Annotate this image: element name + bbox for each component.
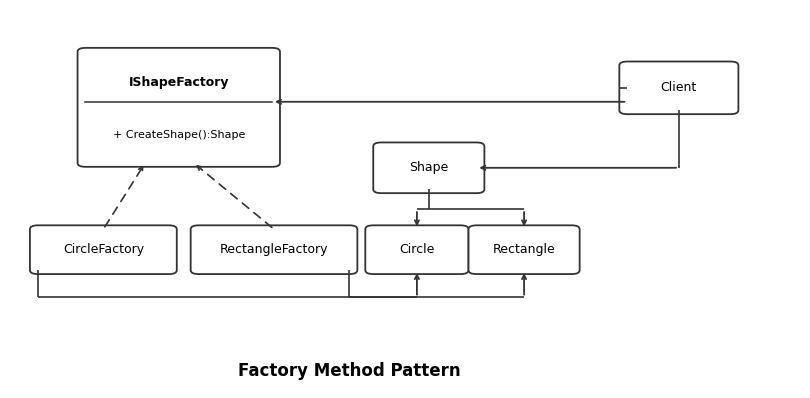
- FancyBboxPatch shape: [78, 48, 280, 167]
- Text: Shape: Shape: [409, 161, 449, 174]
- FancyBboxPatch shape: [30, 225, 177, 274]
- Text: Factory Method Pattern: Factory Method Pattern: [238, 362, 461, 380]
- Text: Rectangle: Rectangle: [492, 243, 556, 256]
- Text: CircleFactory: CircleFactory: [63, 243, 144, 256]
- Text: RectangleFactory: RectangleFactory: [220, 243, 328, 256]
- Text: IShapeFactory: IShapeFactory: [129, 76, 229, 90]
- Text: Circle: Circle: [399, 243, 435, 256]
- Text: + CreateShape():Shape: + CreateShape():Shape: [113, 130, 245, 140]
- FancyBboxPatch shape: [468, 225, 580, 274]
- Text: Client: Client: [661, 81, 697, 94]
- FancyBboxPatch shape: [620, 62, 739, 114]
- FancyBboxPatch shape: [365, 225, 468, 274]
- FancyBboxPatch shape: [190, 225, 357, 274]
- FancyBboxPatch shape: [373, 142, 484, 193]
